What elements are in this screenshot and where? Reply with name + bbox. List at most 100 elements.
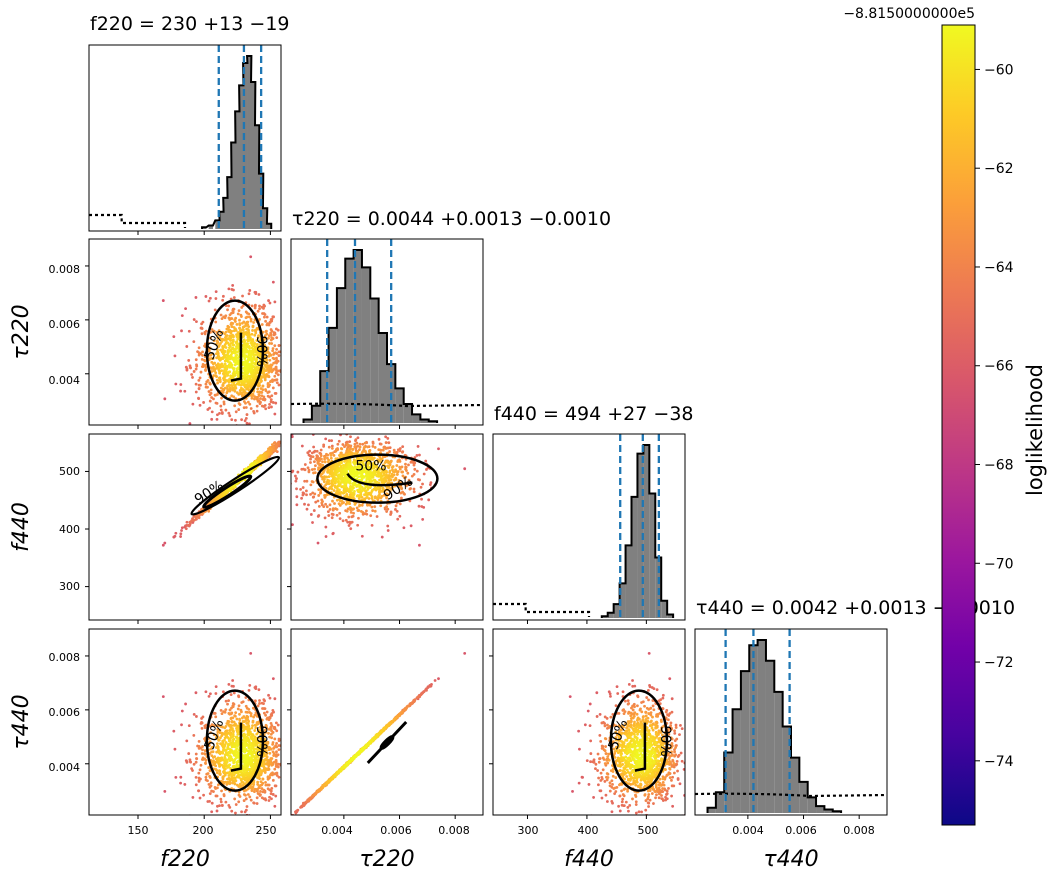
scatter-point (233, 404, 237, 408)
scatter-point (267, 354, 271, 358)
scatter-point (401, 450, 404, 454)
scatter-point (346, 443, 350, 447)
scatter-point (343, 482, 347, 486)
scatter-point (284, 727, 287, 730)
scatter-point (282, 330, 285, 333)
scatter-point (388, 487, 392, 490)
scatter-point (210, 417, 214, 421)
scatter-point (380, 535, 384, 539)
scatter-point (338, 488, 341, 492)
scatter-point (240, 306, 244, 309)
scatter-point (309, 457, 312, 461)
scatter-point (282, 439, 285, 442)
scatter-point (409, 524, 413, 528)
scatter-point (269, 732, 273, 736)
scatter-point (208, 399, 212, 403)
scatter-point (215, 356, 219, 360)
scatter-point (319, 462, 322, 466)
scatter-point (265, 315, 269, 319)
scatter-point (344, 518, 348, 522)
xtick-tau440-0006: 0.006 (785, 824, 817, 837)
scatter-point (312, 509, 316, 512)
scatter-point (256, 780, 260, 784)
scatter-point (387, 461, 390, 464)
scatter-point (328, 503, 332, 507)
scatter-point (382, 470, 386, 474)
scatter-point (215, 402, 219, 405)
scatter-point (216, 393, 219, 396)
scatter-point (326, 460, 330, 464)
scatter-point (237, 695, 241, 699)
scatter-point (300, 444, 304, 448)
scatter-point (269, 400, 273, 404)
scatter-point (272, 333, 276, 337)
scatter-point (293, 430, 296, 433)
scatter-point (252, 715, 256, 719)
scatter-point (312, 445, 316, 449)
scatter-point (287, 752, 290, 755)
hist-bar (223, 197, 228, 229)
scatter-point (184, 702, 187, 706)
scatter-point (230, 711, 234, 715)
scatter-point (197, 378, 201, 382)
scatter-point (288, 782, 291, 785)
scatter-point (360, 503, 364, 507)
scatter-point (339, 454, 343, 458)
scatter-point (267, 406, 271, 409)
scatter-point (257, 293, 261, 296)
scatter-point (266, 391, 270, 394)
scatter-point (277, 350, 281, 354)
scatter-point (271, 356, 275, 360)
scatter-point (267, 370, 271, 374)
scatter-point (362, 446, 366, 449)
scatter-point (386, 529, 390, 532)
ytick-f440-300: 300 (59, 580, 80, 593)
scatter-point (277, 354, 281, 357)
scatter-point (206, 772, 210, 775)
scatter-point (232, 367, 236, 370)
hist-bar (649, 493, 656, 618)
scatter-point (246, 400, 250, 404)
scatter-point (262, 767, 266, 771)
scatter-point (244, 808, 248, 812)
scatter-point (194, 296, 198, 299)
scatter-point (179, 535, 182, 538)
ytick-tau220-0004: 0.004 (49, 374, 81, 387)
scatter-point (277, 748, 281, 752)
scatter-point (396, 472, 399, 476)
scatter-point (277, 744, 281, 747)
scatter-point (249, 319, 253, 323)
scatter-point (197, 516, 201, 520)
scatter-point (288, 431, 291, 434)
scatter-point (349, 510, 353, 514)
scatter-point (399, 491, 403, 495)
scatter-point (274, 721, 278, 725)
scatter-point (225, 781, 229, 784)
scatter-point (291, 427, 294, 430)
hist-bar (320, 371, 329, 423)
scatter-point (352, 430, 355, 433)
scatter-point (249, 798, 253, 802)
panel-content: 50%90% (281, 430, 467, 547)
scatter-point (257, 393, 261, 396)
scatter-point (281, 502, 284, 505)
scatter-point (234, 418, 237, 422)
scatter-point (350, 496, 354, 500)
scatter-point (369, 467, 373, 471)
scatter-point (284, 423, 287, 426)
scatter-point (262, 711, 266, 715)
scatter-point (287, 467, 290, 470)
scatter-point (348, 462, 352, 466)
scatter-point (258, 699, 261, 702)
scatter-point (259, 790, 262, 793)
scatter-point (321, 460, 324, 464)
scatter-point (259, 780, 263, 784)
scatter-point (345, 494, 349, 498)
scatter-point (271, 742, 275, 746)
scatter-point (269, 725, 273, 729)
scatter-point (215, 809, 219, 813)
scatter-point (391, 468, 394, 472)
scatter-point (254, 723, 258, 727)
xlabel-f220: f220 (160, 847, 210, 872)
